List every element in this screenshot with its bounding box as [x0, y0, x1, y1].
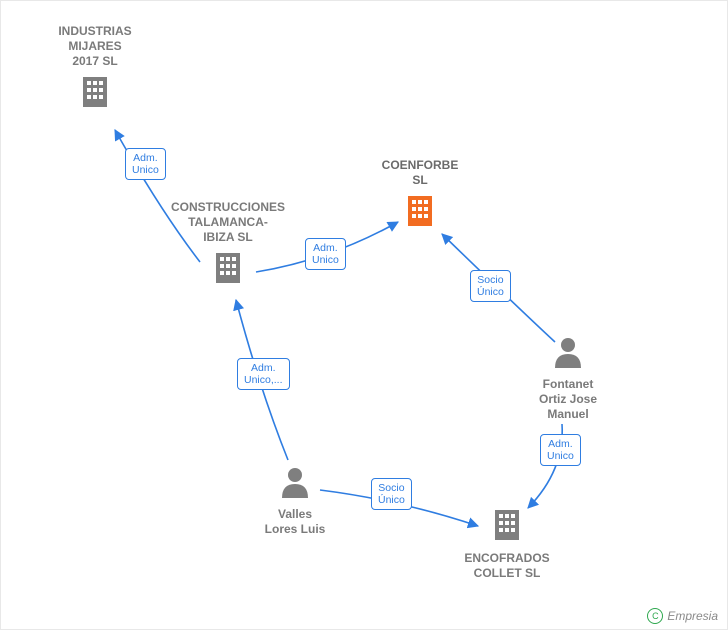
- building-icon: [210, 249, 246, 290]
- node-label: CONSTRUCCIONES TALAMANCA- IBIZA SL: [171, 200, 285, 245]
- node-label: INDUSTRIAS MIJARES 2017 SL: [58, 24, 131, 69]
- credit-text: Empresia: [667, 609, 718, 623]
- copyright-icon: C: [647, 608, 663, 624]
- node-label: ENCOFRADOS COLLET SL: [464, 551, 549, 581]
- edge-label-e4: Adm. Unico: [540, 434, 581, 466]
- building-icon: [77, 73, 113, 114]
- node-valles[interactable]: Valles Lores Luis: [225, 464, 365, 537]
- edge-label-e3: Socio Único: [470, 270, 511, 302]
- node-label: COENFORBE SL: [382, 158, 459, 188]
- edge-label-e2: Adm. Unico: [305, 238, 346, 270]
- edge-label-e1: Adm. Unico: [125, 148, 166, 180]
- diagram-canvas: INDUSTRIAS MIJARES 2017 SL COENFORBE SL …: [0, 0, 728, 630]
- node-industrias[interactable]: INDUSTRIAS MIJARES 2017 SL: [25, 24, 165, 114]
- building-icon: [402, 192, 438, 233]
- node-fontanet[interactable]: Fontanet Ortiz Jose Manuel: [498, 334, 638, 422]
- node-encofrados[interactable]: ENCOFRADOS COLLET SL: [437, 506, 577, 581]
- edge-label-e6: Adm. Unico,...: [237, 358, 290, 390]
- credit: C Empresia: [647, 608, 718, 624]
- building-icon: [489, 506, 525, 547]
- edge-label-e5: Socio Único: [371, 478, 412, 510]
- person-icon: [278, 464, 312, 503]
- node-label: Valles Lores Luis: [265, 507, 326, 537]
- person-icon: [551, 334, 585, 373]
- node-label: Fontanet Ortiz Jose Manuel: [539, 377, 597, 422]
- node-construcciones[interactable]: CONSTRUCCIONES TALAMANCA- IBIZA SL: [148, 200, 308, 290]
- node-coenforbe[interactable]: COENFORBE SL: [350, 158, 490, 233]
